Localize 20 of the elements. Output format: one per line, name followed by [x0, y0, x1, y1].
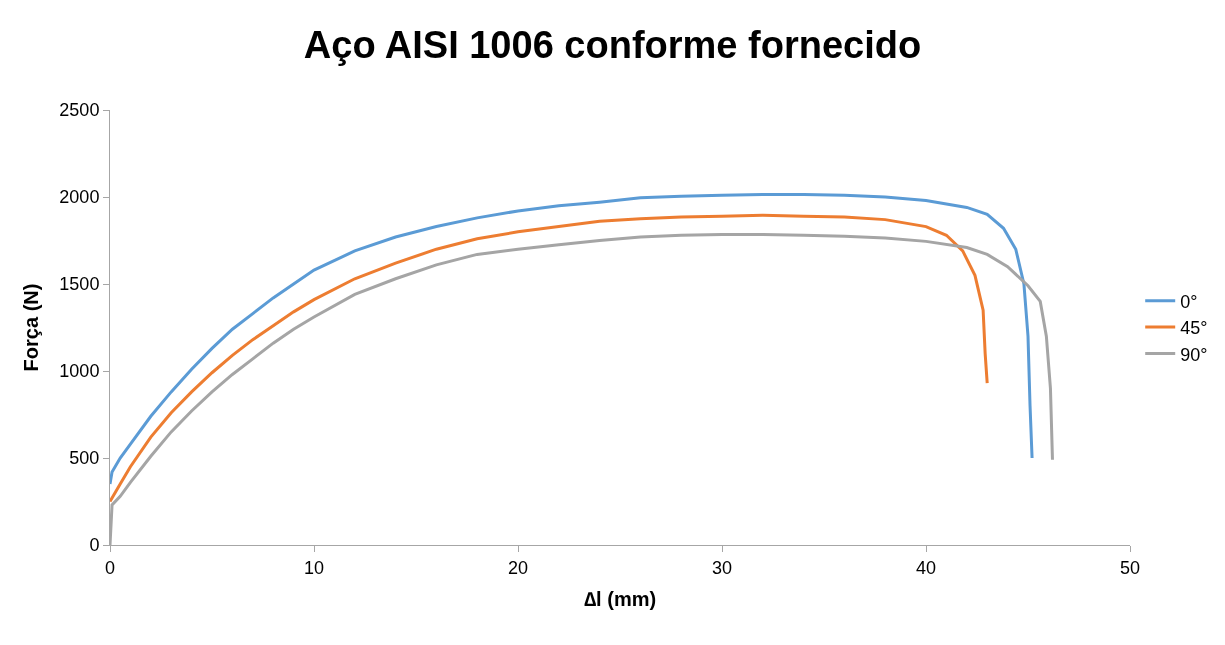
legend-label: 90° [1180, 344, 1208, 365]
line-series [110, 192, 1034, 486]
y-tick-label: 2500 [59, 100, 100, 121]
x-tick-label: 40 [915, 557, 937, 578]
legend-label: 0° [1180, 291, 1198, 312]
chart-title: Aço AISI 1006 conforme fornecido [303, 24, 922, 67]
x-tick-label: 50 [1119, 557, 1141, 578]
legend-label: 45° [1180, 318, 1208, 339]
x-tick-label: 10 [303, 557, 325, 578]
y-tick-label: 0 [89, 535, 100, 556]
y-axis-title: Força (N) [19, 283, 42, 372]
line-series [110, 213, 989, 503]
y-tick-label: 1000 [59, 361, 100, 382]
x-tick-label: 20 [507, 557, 529, 578]
y-tick-label: 500 [69, 448, 100, 469]
x-tick-label: 0 [104, 557, 116, 578]
x-tick-label: 30 [711, 557, 733, 578]
y-tick-label: 1500 [59, 274, 100, 295]
y-tick-label: 2000 [59, 187, 100, 208]
x-axis-title: ∆l (mm) [583, 588, 657, 611]
